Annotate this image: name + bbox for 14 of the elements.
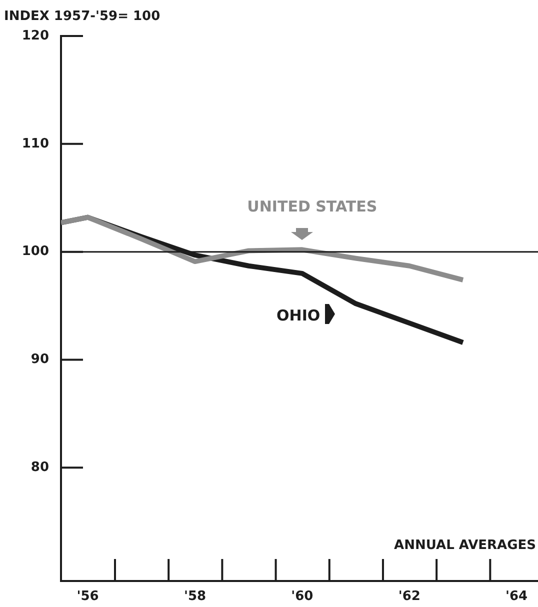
y-tick-label: 120 xyxy=(22,28,49,44)
y-tick-label: 80 xyxy=(30,460,49,476)
x-tick-label: '62 xyxy=(398,589,420,604)
y-tick-label: 100 xyxy=(22,244,49,260)
x-tick-label: '58 xyxy=(184,589,206,604)
x-axis-title: ANNUAL AVERAGES xyxy=(394,538,536,553)
x-tick-label: '64 xyxy=(506,589,528,604)
x-tick-label: '60 xyxy=(291,589,314,604)
y-tick-label: 90 xyxy=(30,352,49,368)
text: UNITED STATES xyxy=(247,198,378,216)
x-tick-label: '56 xyxy=(76,589,99,604)
y-tick-label: 110 xyxy=(22,136,49,152)
y-axis-title: INDEX 1957-'59= 100 xyxy=(4,9,160,24)
legend-label: OHIO xyxy=(276,306,320,324)
